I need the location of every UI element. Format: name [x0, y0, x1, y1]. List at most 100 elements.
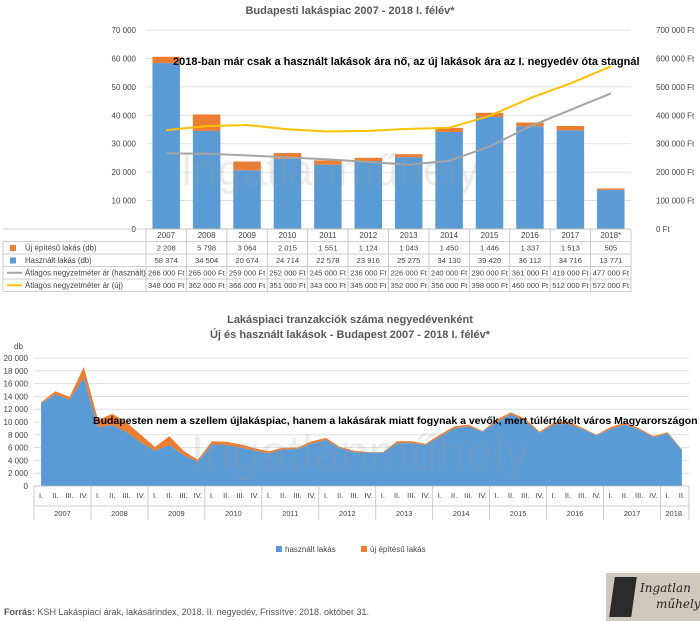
- chart1-left-tick: 40 000: [112, 111, 137, 120]
- chart1-legend-label: Új építésű lakás (db): [25, 244, 97, 253]
- chart1-left-tick: 50 000: [112, 83, 137, 92]
- chart1-left-tick: 60 000: [112, 54, 137, 63]
- chart1-category-label: 2007: [157, 231, 175, 240]
- chart1-legend-label: Használt lakás (db): [25, 256, 92, 265]
- chart2-quarter-label: II.: [109, 491, 115, 500]
- chart1-title: Budapesti lakáspiac 2007 - 2018 I. félév…: [245, 5, 455, 17]
- chart1-bar-new: [314, 160, 342, 165]
- watermark-top: Ingatlanműhely: [181, 146, 479, 195]
- chart2-y-tick: 8 000: [8, 431, 29, 440]
- source-text: KSH Lakáspiaci árak, lakásárindex, 2018.…: [37, 607, 370, 617]
- chart2-year-label: 2014: [453, 509, 470, 518]
- chart2-quarter-label: II.: [565, 491, 571, 500]
- chart2-quarter-label: IV.: [535, 491, 543, 500]
- chart1-table-cell: 348 000 Ft: [148, 281, 185, 290]
- chart1-legend-key: [10, 245, 16, 251]
- chart2-quarter-label: II.: [166, 491, 172, 500]
- chart1-right-tick: 200 000 Ft: [656, 168, 695, 177]
- chart1-table-cell: 345 000 Ft: [350, 281, 387, 290]
- chart1-table-cell: 460 000 Ft: [512, 281, 549, 290]
- chart2-legend-key-used: [276, 546, 282, 552]
- chart2-quarter-label: II.: [679, 491, 685, 500]
- chart2-quarter-label: III.: [65, 491, 73, 500]
- chart2-quarter-label: I.: [39, 491, 43, 500]
- chart2-quarter-label: I.: [381, 491, 385, 500]
- chart2-year-label: 2017: [624, 509, 641, 518]
- chart1-table-cell: 351 000 Ft: [269, 281, 306, 290]
- chart1-right-tick: 400 000 Ft: [656, 111, 695, 120]
- chart1-table-cell: 5 798: [197, 244, 216, 253]
- chart2-year-label: 2009: [168, 509, 185, 518]
- chart1-table-cell: 252 000 Ft: [269, 269, 306, 278]
- chart2-quarter-label: II.: [223, 491, 229, 500]
- chart2-legend-label-used: használt lakás: [285, 545, 336, 554]
- chart1-table-cell: 352 000 Ft: [391, 281, 428, 290]
- chart1-table-cell: 356 000 Ft: [431, 281, 468, 290]
- chart2-quarter-label: I.: [552, 491, 556, 500]
- chart2-quarter-label: IV.: [194, 491, 202, 500]
- chart1-bar-used: [556, 130, 585, 229]
- chart1-right-tick: 500 000 Ft: [656, 83, 695, 92]
- chart1-category-label: 2009: [238, 231, 256, 240]
- chart1-table-cell: 362 000 Ft: [188, 281, 225, 290]
- chart1-right-tick: 600 000 Ft: [656, 54, 695, 63]
- chart2-y-tick: 2 000: [8, 469, 29, 478]
- chart2-legend-label-new: új építésű lakás: [370, 545, 426, 554]
- chart1-table-cell: 3 064: [238, 244, 257, 253]
- chart1-table-cell: 13 771: [599, 256, 622, 265]
- chart1-bar-new: [354, 157, 383, 162]
- chart1-bar-new: [233, 161, 261, 171]
- chart1-table-cell: 1 513: [561, 244, 580, 253]
- chart1-bar-used: [273, 158, 302, 229]
- chart2-quarter-label: III.: [350, 491, 358, 500]
- chart2-quarter-label: II.: [622, 491, 628, 500]
- chart2-quarter-label: I.: [153, 491, 157, 500]
- chart1-table-cell: 36 112: [519, 256, 542, 265]
- chart2-year-label: 2018.: [665, 509, 684, 518]
- chart1-category-label: 2015: [481, 231, 499, 240]
- chart1-bar-used: [394, 157, 423, 229]
- chart1-bar-used: [152, 63, 180, 229]
- chart1-line-used-price: [166, 92, 612, 166]
- chart1-bar-new: [152, 56, 180, 64]
- chart1-category-label: 2013: [400, 231, 418, 240]
- chart2-quarter-label: IV.: [592, 491, 600, 500]
- chart1-right-tick: 0 Ft: [656, 225, 671, 234]
- chart1-right-tick: 700 000 Ft: [656, 26, 695, 35]
- chart2-y-tick: 20 000: [4, 354, 29, 363]
- chart2-title-line1: Lakáspiaci tranzakciók száma negyedévenk…: [227, 314, 473, 326]
- chart1-table-cell: 266 000 Ft: [148, 269, 185, 278]
- chart1-table-cell: 1 446: [480, 244, 499, 253]
- chart1-bar-used: [192, 130, 221, 229]
- chart1-left-tick: 30 000: [112, 140, 137, 149]
- logo-line2: műhely: [656, 597, 700, 611]
- chart1-bar-used: [314, 164, 342, 229]
- chart2-quarter-label: I.: [267, 491, 271, 500]
- chart2-quarter-label: I.: [438, 491, 442, 500]
- chart2-quarter-label: IV.: [364, 491, 372, 500]
- chart1-table-cell: 245 000 Ft: [310, 269, 347, 278]
- chart2-quarter-label: III.: [407, 491, 415, 500]
- chart1-legend-label: Átlagos negyzetméter ár (új): [25, 281, 123, 290]
- chart2-quarter-label: IV.: [649, 491, 657, 500]
- chart2-year-label: 2011: [282, 509, 298, 518]
- chart1-table-cell: 1 337: [520, 244, 539, 253]
- chart1-table-cell: 1 450: [440, 244, 459, 253]
- chart2-y-tick: 16 000: [4, 380, 29, 389]
- chart2-y-tick: 6 000: [8, 444, 29, 453]
- chart1-table-cell: 505: [604, 244, 617, 253]
- chart1-category-label: 2016: [521, 231, 539, 240]
- chart2-year-label: 2016: [567, 509, 584, 518]
- chart2-quarter-label: I.: [609, 491, 613, 500]
- chart2-year-label: 2013: [396, 509, 413, 518]
- chart1-bar-new: [556, 126, 585, 131]
- chart1-table-cell: 361 000 Ft: [512, 269, 549, 278]
- logo-mark: [609, 577, 637, 617]
- chart1-category-label: 2008: [198, 231, 216, 240]
- chart1-category-label: 2011: [319, 231, 337, 240]
- chart2-quarter-label: III.: [179, 491, 187, 500]
- chart1-table-cell: 22 578: [316, 256, 339, 265]
- chart2-year-label: 2007: [54, 509, 71, 518]
- chart1-table-cell: 512 000 Ft: [552, 281, 589, 290]
